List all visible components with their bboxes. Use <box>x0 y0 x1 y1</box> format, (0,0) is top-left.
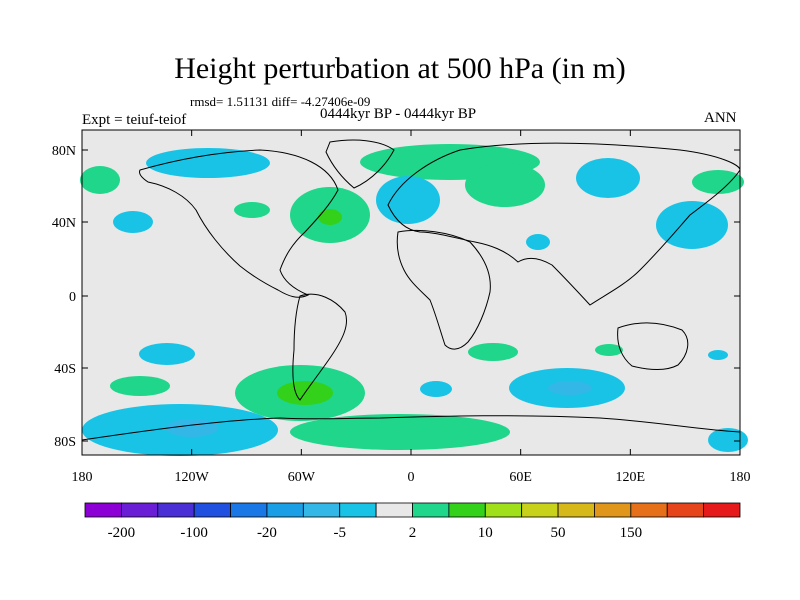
contour-region <box>526 234 550 250</box>
colorbar-swatch <box>484 502 523 518</box>
longitude-axis: 180 120W 60W 0 60E 120E 180 <box>72 130 751 485</box>
contour-region <box>468 343 518 361</box>
lat-tick-label: 80S <box>54 435 76 450</box>
lat-tick-label: 0 <box>69 290 76 305</box>
contour-region <box>234 202 270 218</box>
lat-tick-label: 80N <box>52 144 76 159</box>
coastline-antarctica <box>81 415 741 441</box>
contour-region <box>548 381 592 395</box>
contour-region <box>146 148 270 178</box>
map-title: Height perturbation at 500 hPa (in m) <box>174 52 626 85</box>
coastline-australia <box>617 322 689 371</box>
contour-region <box>656 201 728 249</box>
contour-region <box>139 343 195 365</box>
colorbar: -200 -100 -20 -5 2 10 50 150 <box>84 502 741 541</box>
colorbar-swatch <box>630 502 668 518</box>
colorbar-label: 50 <box>551 525 566 541</box>
colorbar-label: 150 <box>620 525 643 541</box>
lon-tick-label: 120W <box>175 470 210 485</box>
lon-tick-label: 0 <box>408 470 415 485</box>
stats-text: rmsd= 1.51131 diff= -4.27406e-09 <box>190 94 371 109</box>
lon-tick-label: 180 <box>730 470 751 485</box>
contour-region <box>80 166 120 194</box>
contour-region <box>708 350 728 360</box>
lon-tick-label: 60E <box>509 470 532 485</box>
colorbar-swatch <box>266 502 304 518</box>
lon-tick-label: 120E <box>616 470 646 485</box>
coastline-greenland <box>325 139 395 189</box>
coastlines <box>81 139 741 441</box>
colorbar-label: 10 <box>478 525 493 541</box>
colorbar-swatch <box>557 502 595 518</box>
contour-region <box>576 158 640 198</box>
contour-fill <box>80 144 748 456</box>
contour-region <box>465 163 545 207</box>
latitude-axis: 80N 40N 0 40S 80S <box>52 144 740 450</box>
contour-region <box>113 211 153 233</box>
colorbar-swatch <box>375 502 413 518</box>
season-label: ANN <box>704 110 737 126</box>
colorbar-swatch <box>666 502 705 518</box>
colorbar-swatch <box>448 502 486 518</box>
contour-region <box>318 209 342 225</box>
contour-region <box>595 344 623 356</box>
map-area: 80N 40N 0 40S 80S 180 120W 60W 0 60E 120E 180 <box>52 129 751 485</box>
contour-region <box>290 414 510 450</box>
colorbar-swatch <box>230 502 268 518</box>
period-label: 0444kyr BP - 0444kyr BP <box>320 106 477 122</box>
contour-region <box>708 428 748 452</box>
contour-region <box>110 376 170 396</box>
coastline-north-america <box>139 149 339 298</box>
colorbar-label: -5 <box>333 525 346 541</box>
colorbar-swatch <box>157 502 195 518</box>
colorbar-swatch <box>302 502 341 518</box>
colorbar-label: 2 <box>409 525 417 541</box>
colorbar-swatch <box>193 502 231 518</box>
lon-tick-label: 180 <box>72 470 93 485</box>
coastline-south-america <box>292 293 347 401</box>
lon-tick-label: 60W <box>288 470 316 485</box>
colorbar-swatch <box>84 502 122 518</box>
colorbar-swatch <box>412 502 450 518</box>
colorbar-swatch <box>703 502 741 518</box>
colorbar-swatch <box>120 502 159 518</box>
colorbar-swatch <box>339 502 377 518</box>
lat-tick-label: 40S <box>54 362 76 377</box>
colorbar-swatch <box>521 502 559 518</box>
contour-region <box>166 419 218 437</box>
colorbar-swatch <box>594 502 632 518</box>
coastline-africa <box>396 229 491 350</box>
coastline-eurasia <box>387 142 741 306</box>
contour-region <box>692 170 744 194</box>
colorbar-label: -200 <box>108 525 136 541</box>
experiment-label: Expt = teiuf-teiof <box>82 112 187 128</box>
contour-region <box>376 176 440 224</box>
colorbar-label: -20 <box>257 525 277 541</box>
lat-tick-label: 40N <box>52 216 76 231</box>
colorbar-label: -100 <box>180 525 208 541</box>
contour-region <box>420 381 452 397</box>
